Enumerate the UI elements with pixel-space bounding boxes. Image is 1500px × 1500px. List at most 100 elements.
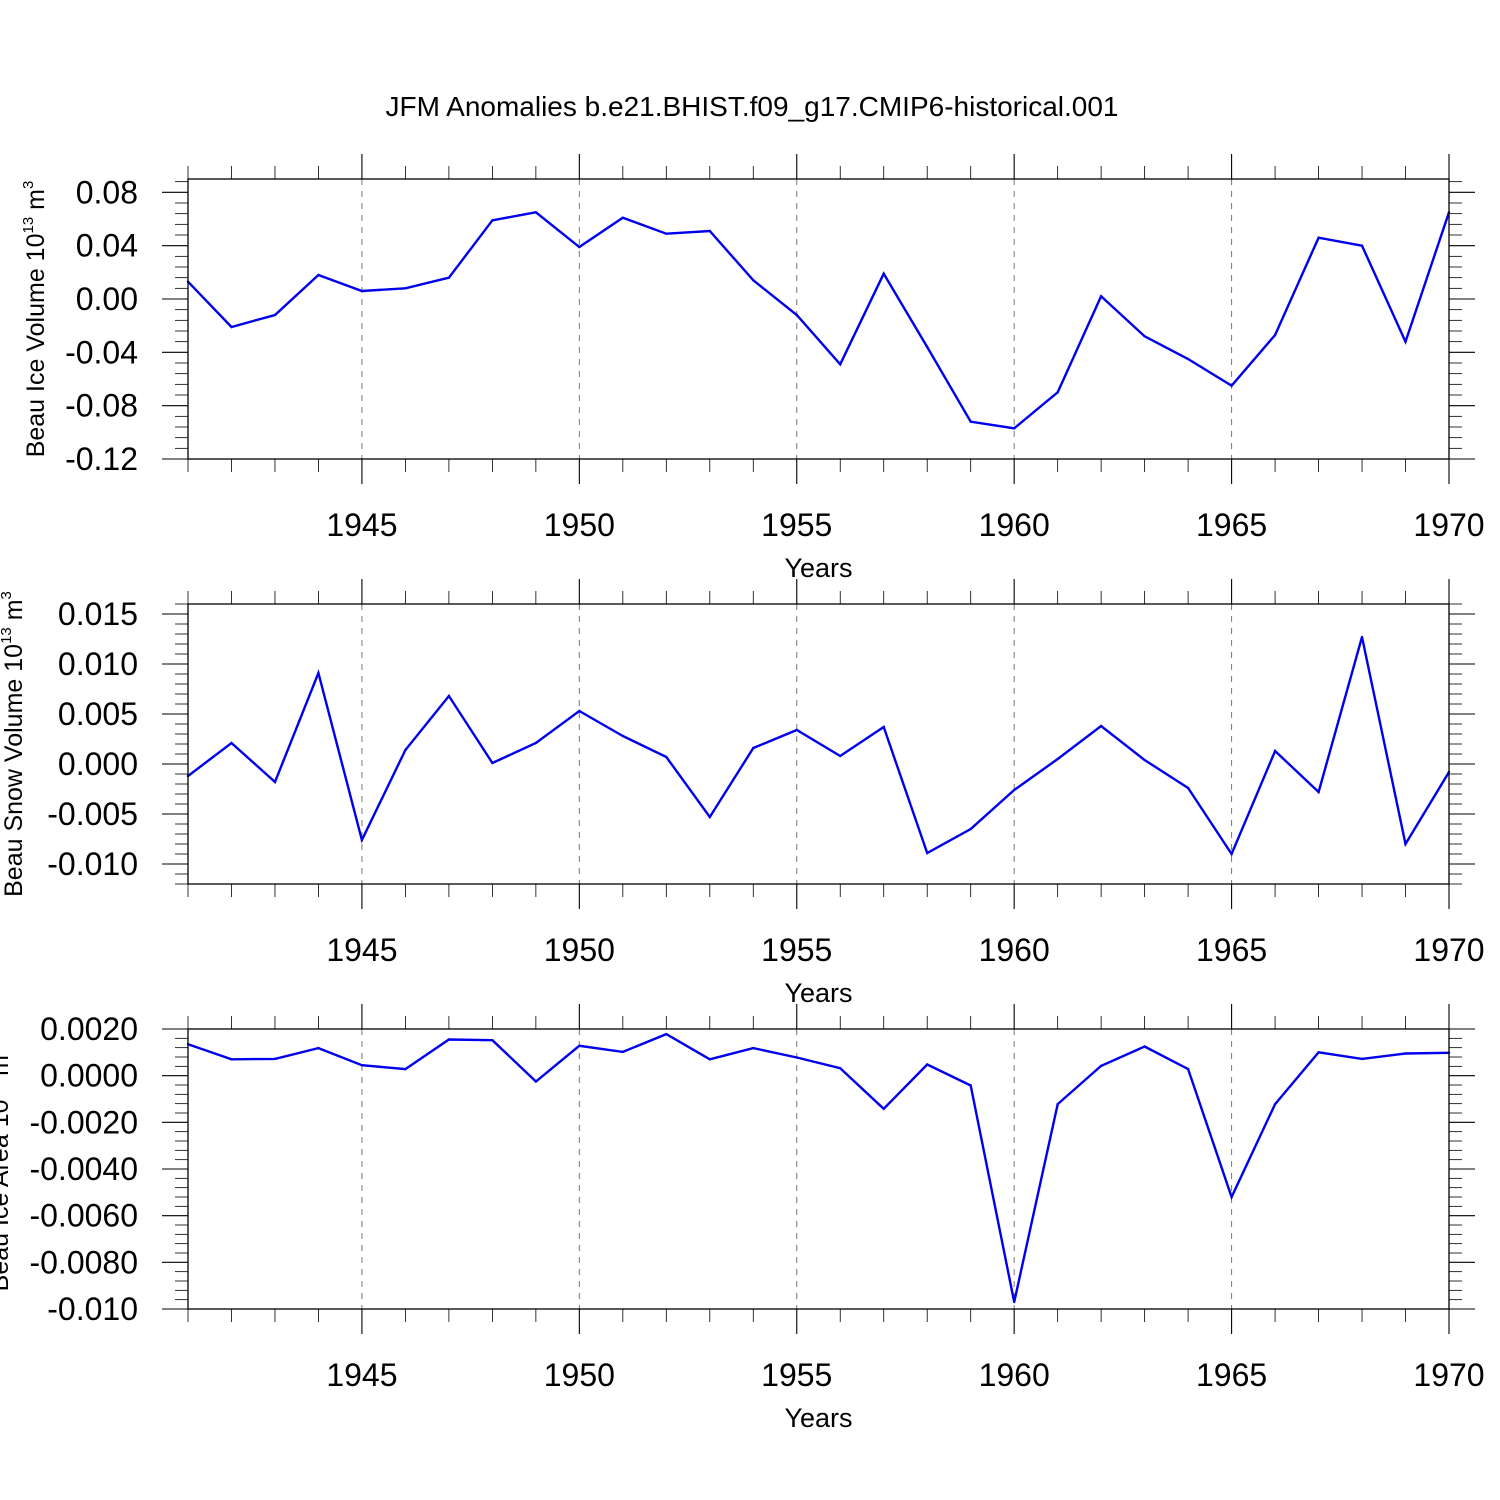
chart-title: JFM Anomalies b.e21.BHIST.f09_g17.CMIP6-… [385,91,1118,122]
y-tick-label: -0.0060 [29,1198,138,1234]
x-tick-label: 1965 [1196,1357,1267,1393]
data-point [1273,1102,1277,1106]
x-tick-label: 1950 [544,507,615,543]
y-axis-label-text: Beau Ice Volume 10 [22,234,50,458]
data-point [882,272,885,275]
data-point [665,232,668,235]
data-point [273,1057,277,1061]
y-tick-label: -0.08 [65,388,138,424]
data-point [1186,786,1190,790]
data-point [360,289,364,293]
data-point [1317,1051,1320,1054]
data-point [534,1080,538,1083]
data-point [1099,295,1103,298]
plot-frame [187,1028,1450,1310]
data-point [1056,1102,1059,1106]
y-axis-label-text: Beau Ice Area 10 [0,1100,14,1292]
data-point [839,363,842,366]
data-point [708,229,711,233]
x-tick-label: 1970 [1413,507,1484,543]
x-axis-label: Years [784,978,852,1008]
panel-3: -0.010 -0.0080 -0.0060 -0.0040 -0.0020 0.0000… [0,1004,1485,1433]
data-point [317,1046,320,1050]
data-point [752,746,755,750]
data-point [230,741,233,745]
data-point [447,694,451,698]
data-point [621,734,625,738]
data-point [665,755,668,759]
y-tick-label: -0.0080 [29,1244,138,1280]
data-point [1360,1057,1364,1061]
data-point [1099,1064,1103,1068]
data-point [491,1039,494,1042]
y-tick-label: 0.00 [76,281,138,317]
x-tick-label: 1950 [544,1357,615,1393]
data-point [317,671,320,675]
data-point [1143,335,1146,338]
data-point [665,1032,668,1036]
data-point [534,211,538,214]
data-point [1186,1067,1190,1071]
y-tick-label: -0.005 [47,796,138,832]
data-point [882,725,885,729]
data-point [1404,340,1407,343]
y-axis-label-unit-exponent: 3 [0,591,15,599]
x-tick-label: 1945 [326,932,397,968]
data-point [360,1063,364,1067]
data-point [1230,852,1233,856]
y-axis-label-exponent: 13 [0,1083,1,1100]
data-point [1099,724,1103,728]
y-axis-label-exponent: 13 [0,627,15,644]
data-point [1056,757,1059,761]
data-point [1404,842,1407,846]
data-point [1317,236,1320,239]
data-point [578,709,581,713]
y-axis-label-unit-exponent: 2 [0,1047,1,1055]
data-point [273,313,277,317]
series-line [188,1032,1449,1303]
y-axis-label-unit: m [22,189,50,217]
data-point [317,273,320,277]
data-point [926,1063,929,1066]
x-tick-label: 1965 [1196,932,1267,968]
plot-frame [187,603,1450,885]
data-point [708,815,711,819]
data-point [491,219,494,222]
data-point [230,1058,233,1061]
data-point [1143,1045,1146,1048]
x-axis-label: Years [784,553,852,583]
data-point [534,741,538,745]
data-point [1360,244,1364,247]
data-point [752,1046,755,1050]
y-axis-label: Beau Ice Volume 1013 m3 [20,181,50,458]
y-axis-label: Beau Snow Volume 1013 m3 [0,591,28,897]
series-line [188,636,1449,857]
data-point [1012,1300,1016,1304]
x-tick-label: 1960 [979,1357,1050,1393]
plot-frame [187,178,1450,460]
data-point [1273,749,1277,753]
y-axis-label-unit: m [0,1055,14,1083]
data-point [795,728,798,732]
x-tick-label: 1955 [761,1357,832,1393]
x-tick-label: 1950 [544,932,615,968]
panel-2: -0.010 -0.005 0.000 0.005 0.010 0.015 1945 1950… [0,579,1485,1008]
data-point [926,345,929,349]
x-tick-label: 1970 [1413,1357,1484,1393]
y-tick-label: 0.0000 [40,1058,138,1094]
data-point [926,851,929,855]
x-tick-label: 1970 [1413,932,1484,968]
data-point [404,748,407,752]
data-point [1404,1052,1407,1055]
x-tick-label: 1945 [326,507,397,543]
data-point [404,1067,407,1071]
y-tick-label: -0.04 [65,334,138,370]
y-axis-label-unit: m [0,599,28,627]
y-tick-label: 0.04 [76,228,138,264]
data-point [578,1044,581,1048]
y-axis-label-unit-exponent: 3 [20,181,37,189]
data-point [1230,384,1233,387]
y-tick-label: 0.000 [58,746,138,782]
y-tick-label: 0.0020 [40,1011,138,1047]
